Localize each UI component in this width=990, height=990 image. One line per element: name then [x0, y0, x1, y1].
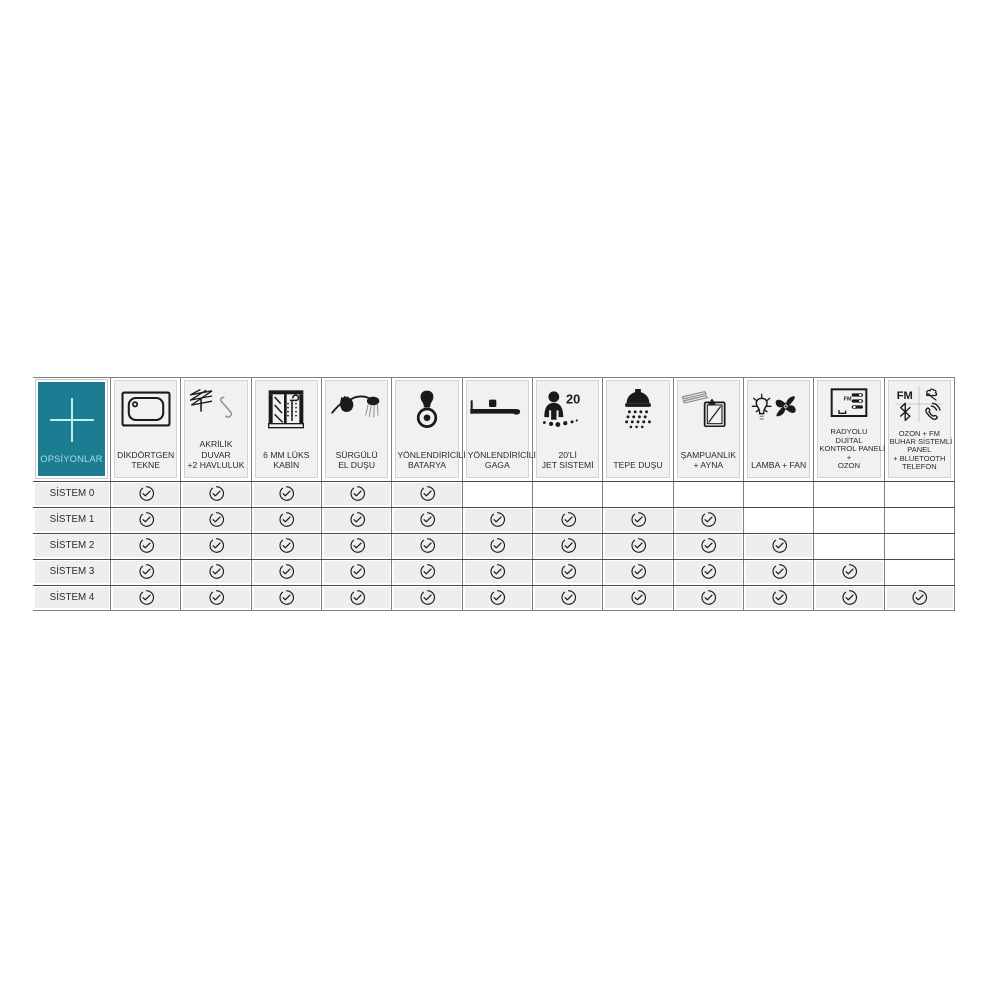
svg-text:FM: FM — [897, 390, 913, 402]
svg-text:20: 20 — [566, 392, 580, 407]
svg-text:FM: FM — [844, 397, 852, 403]
